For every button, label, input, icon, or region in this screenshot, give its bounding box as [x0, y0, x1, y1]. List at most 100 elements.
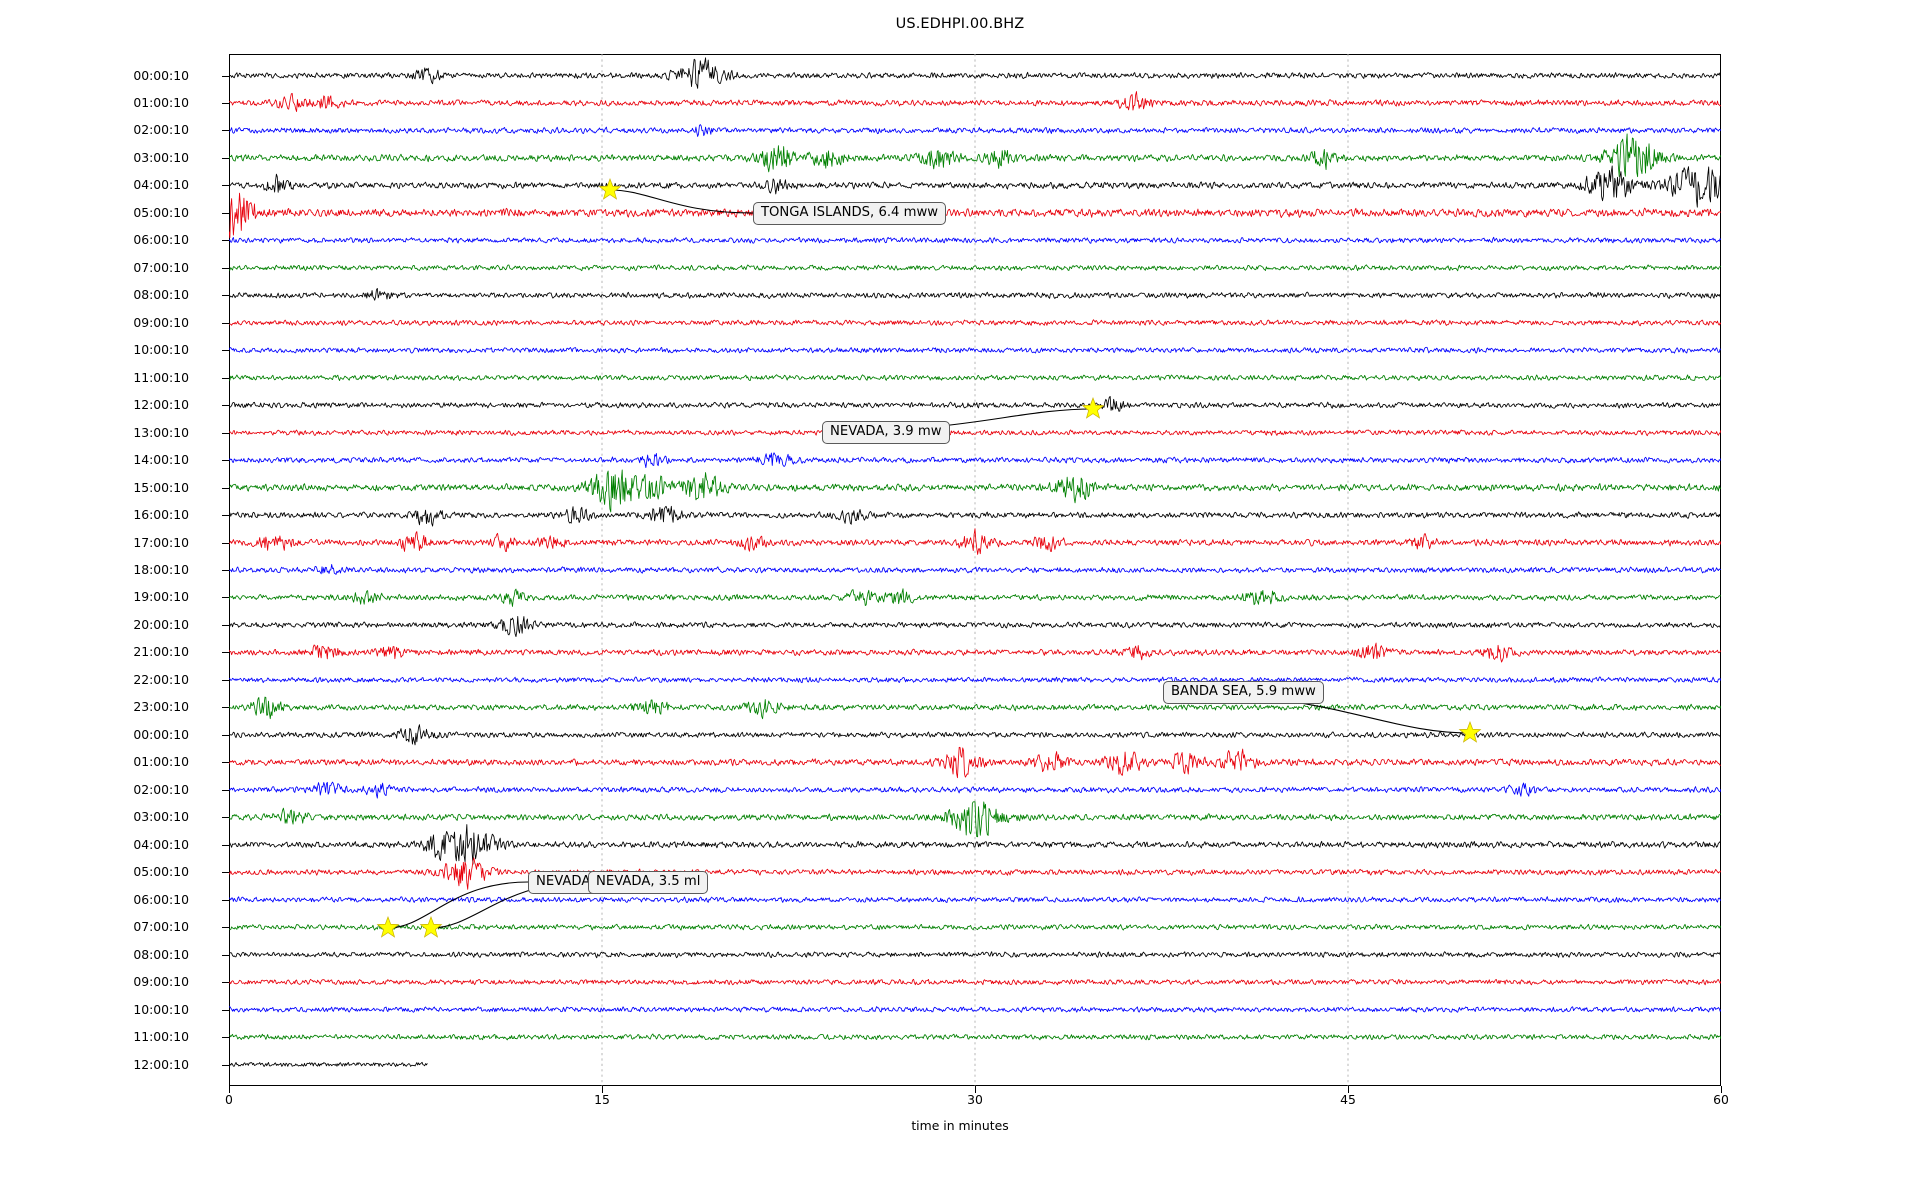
trace-row [229, 978, 1721, 986]
annotation-banda-sea[interactable]: BANDA SEA, 5.9 mww [1163, 681, 1324, 704]
y-axis-tick-label: 12:00:10 [133, 396, 189, 412]
y-axis-tick-label: 10:00:10 [133, 342, 189, 358]
x-axis-tick-label: 60 [1713, 1092, 1729, 1107]
y-axis-tick-label: 09:00:10 [133, 314, 189, 330]
event-star-marker[interactable] [598, 178, 622, 200]
y-axis-tick-label: 08:00:10 [133, 287, 189, 303]
trace-row [229, 165, 1721, 208]
trace-row [229, 287, 1721, 301]
y-axis-tick-mark [222, 212, 229, 214]
x-axis-tick-label: 45 [1340, 1092, 1356, 1107]
y-axis-tick-mark [222, 899, 229, 901]
y-axis-tick-mark [222, 624, 229, 626]
y-axis-tick-label: 03:00:10 [133, 149, 189, 165]
y-axis-tick-mark [222, 130, 229, 132]
y-axis-tick-mark [222, 185, 229, 187]
y-axis-tick-mark [222, 1064, 229, 1066]
annotation-nevada-3-5[interactable]: NEVADA, 3.5 ml [588, 871, 709, 894]
y-axis-tick-mark [222, 762, 229, 764]
y-axis-tick-label: 18:00:10 [133, 561, 189, 577]
trace-row [229, 1033, 1721, 1041]
y-axis-tick-label: 06:00:10 [133, 232, 189, 248]
y-axis-tick-label: 05:00:10 [133, 204, 189, 220]
y-axis-tick-mark [222, 817, 229, 819]
y-axis-tick-label: 04:00:10 [133, 836, 189, 852]
trace-row [229, 124, 1721, 137]
trace-row [229, 429, 1721, 437]
y-axis-tick-mark [222, 954, 229, 956]
event-star-marker[interactable] [419, 916, 443, 938]
event-star-marker[interactable] [376, 916, 400, 938]
y-axis-tick-mark [222, 734, 229, 736]
y-axis-tick-mark [222, 570, 229, 571]
y-axis-tick-label: 06:00:10 [133, 891, 189, 907]
y-axis-tick-label: 11:00:10 [133, 369, 189, 385]
plot-axes-area [229, 54, 1721, 1086]
trace-row [229, 133, 1721, 178]
y-axis-tick-mark [222, 872, 229, 874]
x-axis-tick-mark [1348, 1086, 1349, 1093]
y-axis-tick-mark [222, 295, 229, 297]
x-axis-tick-label: 0 [225, 1092, 233, 1107]
event-star-marker[interactable] [1081, 397, 1105, 419]
y-axis-tick-label: 03:00:10 [133, 809, 189, 825]
trace-row [229, 642, 1721, 663]
y-axis-tick-mark [222, 652, 229, 654]
trace-row [229, 236, 1721, 244]
annotation-nevada-3-9[interactable]: NEVADA, 3.9 mw [822, 421, 950, 444]
y-axis-tick-label: 04:00:10 [133, 177, 189, 193]
y-axis-tick-label: 19:00:10 [133, 589, 189, 605]
y-axis-tick-mark [222, 844, 229, 846]
trace-row [229, 346, 1721, 354]
x-axis-label: time in minutes [911, 1118, 1009, 1133]
y-axis-tick-mark [222, 240, 229, 242]
y-axis-tick-label: 02:00:10 [133, 122, 189, 138]
trace-row [229, 505, 1721, 527]
trace-row [229, 374, 1721, 382]
trace-row [229, 192, 1721, 239]
x-axis-tick-mark [975, 1086, 976, 1093]
event-star-marker[interactable] [1458, 721, 1482, 743]
y-axis-tick-mark [222, 487, 229, 489]
y-axis-tick-mark [222, 707, 229, 709]
seismogram-traces [229, 54, 1721, 1086]
y-axis-tick-label: 02:00:10 [133, 781, 189, 797]
y-axis-tick-mark [222, 679, 229, 681]
y-axis-tick-label: 00:00:10 [133, 67, 189, 83]
y-axis-tick-mark [222, 789, 229, 791]
y-axis-tick-label: 13:00:10 [133, 424, 189, 440]
y-axis-tick-label: 01:00:10 [133, 754, 189, 770]
y-axis-tick-mark [222, 927, 229, 929]
trace-row [229, 564, 1721, 575]
y-axis-tick-mark [222, 377, 229, 379]
x-axis-tick-mark [1721, 1086, 1722, 1093]
x-axis-tick-mark [602, 1086, 603, 1093]
trace-row [229, 1006, 1721, 1013]
y-axis-tick-label: 23:00:10 [133, 699, 189, 715]
annotation-tonga-islands[interactable]: TONGA ISLANDS, 6.4 mww [753, 202, 947, 225]
trace-row [229, 588, 1721, 607]
trace-row [229, 676, 1721, 684]
trace-row [229, 801, 1721, 838]
trace-row [229, 1061, 428, 1067]
y-axis-tick-label: 16:00:10 [133, 506, 189, 522]
trace-row [229, 857, 1721, 890]
trace-row [229, 264, 1721, 272]
y-axis-tick-label: 15:00:10 [133, 479, 189, 495]
x-axis-tick-label: 30 [967, 1092, 983, 1107]
y-axis-tick-label: 05:00:10 [133, 863, 189, 879]
page-title: US.EDHPI.00.BHZ [895, 16, 1025, 32]
trace-row [229, 395, 1721, 412]
trace-row [229, 469, 1721, 513]
y-axis-tick-label: 14:00:10 [133, 451, 189, 467]
trace-row [229, 746, 1721, 779]
trace-row [229, 781, 1721, 799]
y-axis-tick-mark [222, 350, 229, 352]
y-axis-tick-mark [222, 75, 229, 77]
y-axis-tick-mark [222, 1009, 229, 1011]
y-axis-tick-mark [222, 1037, 229, 1039]
y-axis-tick-mark [222, 542, 229, 544]
y-axis-tick-label: 20:00:10 [133, 616, 189, 632]
trace-row [229, 615, 1721, 638]
y-axis-tick-label: 01:00:10 [133, 94, 189, 110]
